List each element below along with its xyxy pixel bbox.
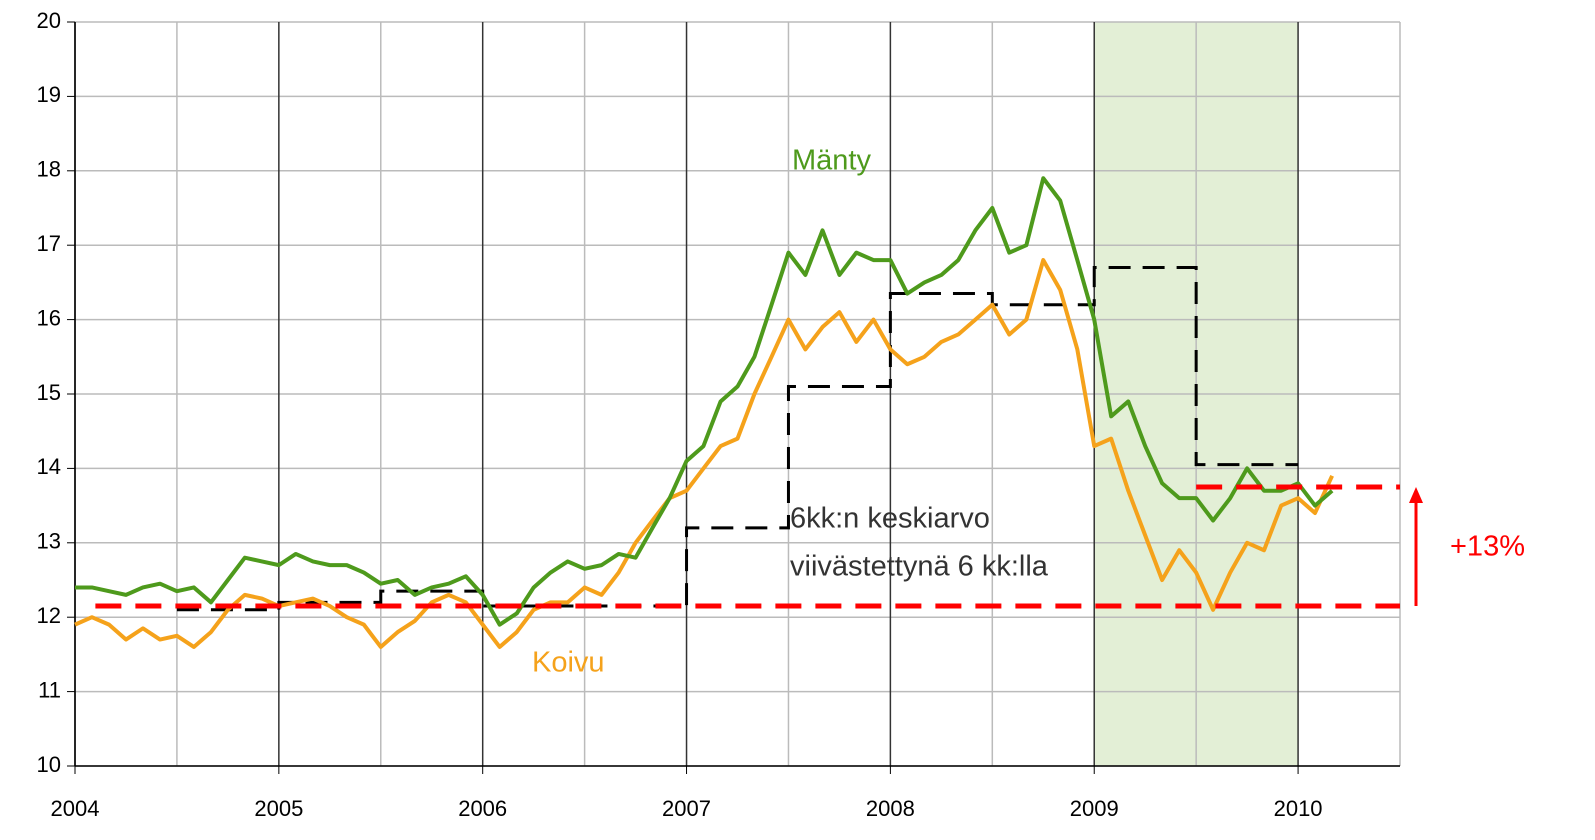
series-line [74, 258, 1334, 649]
x-tick-label: 2004 [51, 796, 100, 821]
x-tick-label: 2006 [458, 796, 507, 821]
x-tick-label: 2010 [1274, 796, 1323, 821]
x-tick-label: 2008 [866, 796, 915, 821]
step-line [176, 266, 1299, 612]
y-tick-label: 20 [37, 8, 61, 33]
annotation: +13% [1450, 531, 1525, 563]
y-tick-label: 15 [37, 380, 61, 405]
x-tick-label: 2007 [662, 796, 711, 821]
y-tick-label: 18 [37, 157, 61, 182]
y-tick-label: 19 [37, 82, 61, 107]
y-tick-label: 14 [37, 454, 61, 479]
y-tick-label: 11 [38, 677, 61, 702]
series-label: Mänty [792, 145, 871, 177]
x-tick-label: 2005 [254, 796, 303, 821]
series-line [75, 176, 1334, 627]
y-tick-label: 17 [37, 231, 61, 256]
y-tick-label: 16 [37, 305, 61, 330]
arrow-head [1409, 487, 1423, 503]
annotation: viivästettynä 6 kk:lla [790, 551, 1049, 583]
x-tick-label: 2009 [1070, 796, 1119, 821]
annotation: 6kk:n keskiarvo [790, 503, 990, 535]
y-tick-label: 12 [37, 603, 61, 628]
series-label: Koivu [532, 647, 605, 679]
y-tick-label: 13 [37, 529, 61, 554]
y-tick-label: 10 [37, 752, 61, 777]
